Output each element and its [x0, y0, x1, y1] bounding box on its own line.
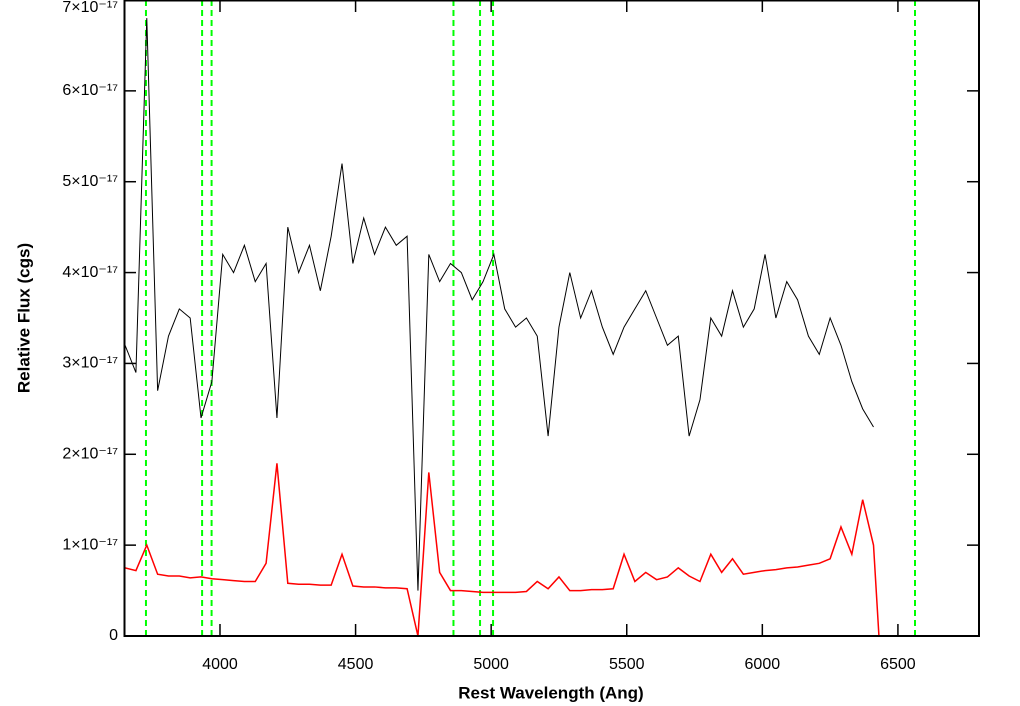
x-axis-label: Rest Wavelength (Ang) — [458, 683, 643, 702]
y-tick-label: 3×10⁻¹⁷ — [62, 355, 118, 372]
y-tick-label: 5×10⁻¹⁷ — [62, 173, 118, 190]
x-tick-label: 5000 — [473, 656, 509, 673]
y-tick-label: 7×10⁻¹⁷ — [62, 0, 118, 16]
x-tick-label: 4500 — [338, 656, 374, 673]
y-tick-label: 1×10⁻¹⁷ — [62, 536, 118, 553]
x-tick-label: 4000 — [202, 656, 238, 673]
x-tick-label: 5500 — [609, 656, 645, 673]
y-tick-label: 6×10⁻¹⁷ — [62, 82, 118, 99]
plot-frame — [123, 0, 980, 637]
x-tick-label: 6000 — [745, 656, 781, 673]
spectrum-line — [124, 18, 874, 591]
x-tick-label: 6500 — [880, 656, 916, 673]
spectrum-line — [124, 463, 979, 636]
y-tick-label: 4×10⁻¹⁷ — [62, 264, 118, 281]
y-tick-label: 0 — [109, 627, 118, 644]
y-tick-label: 2×10⁻¹⁷ — [62, 446, 118, 463]
plot-area — [124, 0, 979, 636]
y-axis-label: Relative Flux (cgs) — [14, 243, 33, 393]
